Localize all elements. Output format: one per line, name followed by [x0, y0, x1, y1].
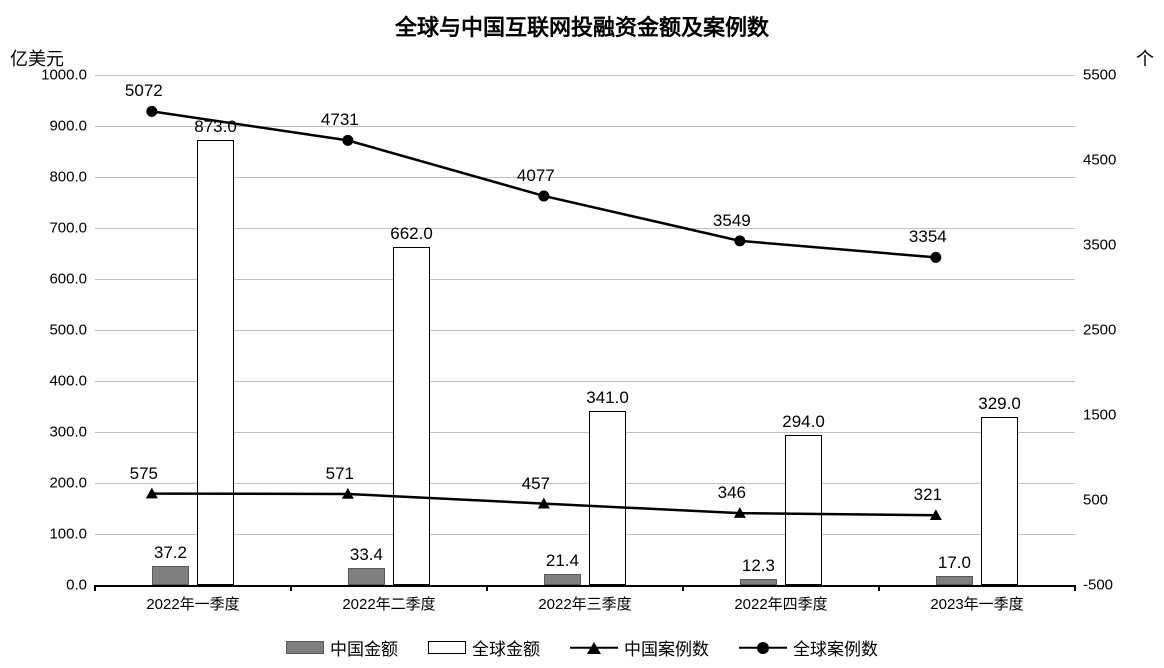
chart-container: 全球与中国互联网投融资金额及案例数 亿美元 个 0.0100.0200.0300…: [0, 0, 1164, 668]
x-category-label: 2022年四季度: [734, 585, 827, 614]
x-tick-mark: [878, 585, 880, 591]
y-left-tick: 800.0: [49, 169, 95, 186]
y-left-tick: 900.0: [49, 118, 95, 135]
plot-area: 0.0100.0200.0300.0400.0500.0600.0700.080…: [95, 75, 1075, 585]
legend-line-circle: [739, 639, 787, 657]
y-left-tick: 500.0: [49, 322, 95, 339]
triangle-icon: [587, 642, 601, 654]
y-left-tick: 100.0: [49, 526, 95, 543]
legend-line-triangle: [570, 639, 618, 657]
y-right-tick: 500: [1075, 492, 1108, 509]
y-left-tick: 300.0: [49, 424, 95, 441]
x-tick-mark: [290, 585, 292, 591]
series-line: [152, 111, 936, 257]
y-left-tick: 1000.0: [41, 67, 95, 84]
y-right-tick: 3500: [1075, 237, 1116, 254]
legend-swatch-china-bar: [286, 641, 324, 654]
x-tick-mark: [486, 585, 488, 591]
legend-label: 中国金额: [330, 635, 398, 660]
y-right-tick: 5500: [1075, 67, 1116, 84]
legend-label: 中国案例数: [624, 635, 709, 660]
legend-label: 全球金额: [472, 635, 540, 660]
x-tick-mark: [682, 585, 684, 591]
y-left-tick: 200.0: [49, 475, 95, 492]
x-category-label: 2022年一季度: [146, 585, 239, 614]
x-tick-mark: [1074, 585, 1076, 591]
legend-item-global-cases: 全球案例数: [739, 635, 878, 660]
legend-item-china-amount: 中国金额: [286, 635, 398, 660]
y-left-tick: 400.0: [49, 373, 95, 390]
circle-icon: [757, 642, 769, 654]
circle-marker: [538, 190, 549, 201]
legend-item-china-cases: 中国案例数: [570, 635, 709, 660]
legend-swatch-global-bar: [428, 641, 466, 654]
line-layer: [95, 75, 1075, 585]
x-category-label: 2022年三季度: [538, 585, 631, 614]
x-category-label: 2023年一季度: [930, 585, 1023, 614]
circle-marker: [734, 235, 745, 246]
chart-title: 全球与中国互联网投融资金额及案例数: [0, 10, 1164, 42]
y-axis-right-label: 个: [1136, 45, 1154, 71]
y-left-tick: 0.0: [66, 577, 95, 594]
x-category-label: 2022年二季度: [342, 585, 435, 614]
y-left-tick: 600.0: [49, 271, 95, 288]
y-left-tick: 700.0: [49, 220, 95, 237]
legend-item-global-amount: 全球金额: [428, 635, 540, 660]
x-tick-mark: [94, 585, 96, 591]
y-right-tick: 4500: [1075, 152, 1116, 169]
y-right-tick: 2500: [1075, 322, 1116, 339]
circle-marker: [342, 135, 353, 146]
circle-marker: [930, 252, 941, 263]
legend-label: 全球案例数: [793, 635, 878, 660]
legend: 中国金额 全球金额 中国案例数 全球案例数: [0, 635, 1164, 660]
y-right-tick: -500: [1075, 577, 1113, 594]
circle-marker: [146, 106, 157, 117]
y-right-tick: 1500: [1075, 407, 1116, 424]
